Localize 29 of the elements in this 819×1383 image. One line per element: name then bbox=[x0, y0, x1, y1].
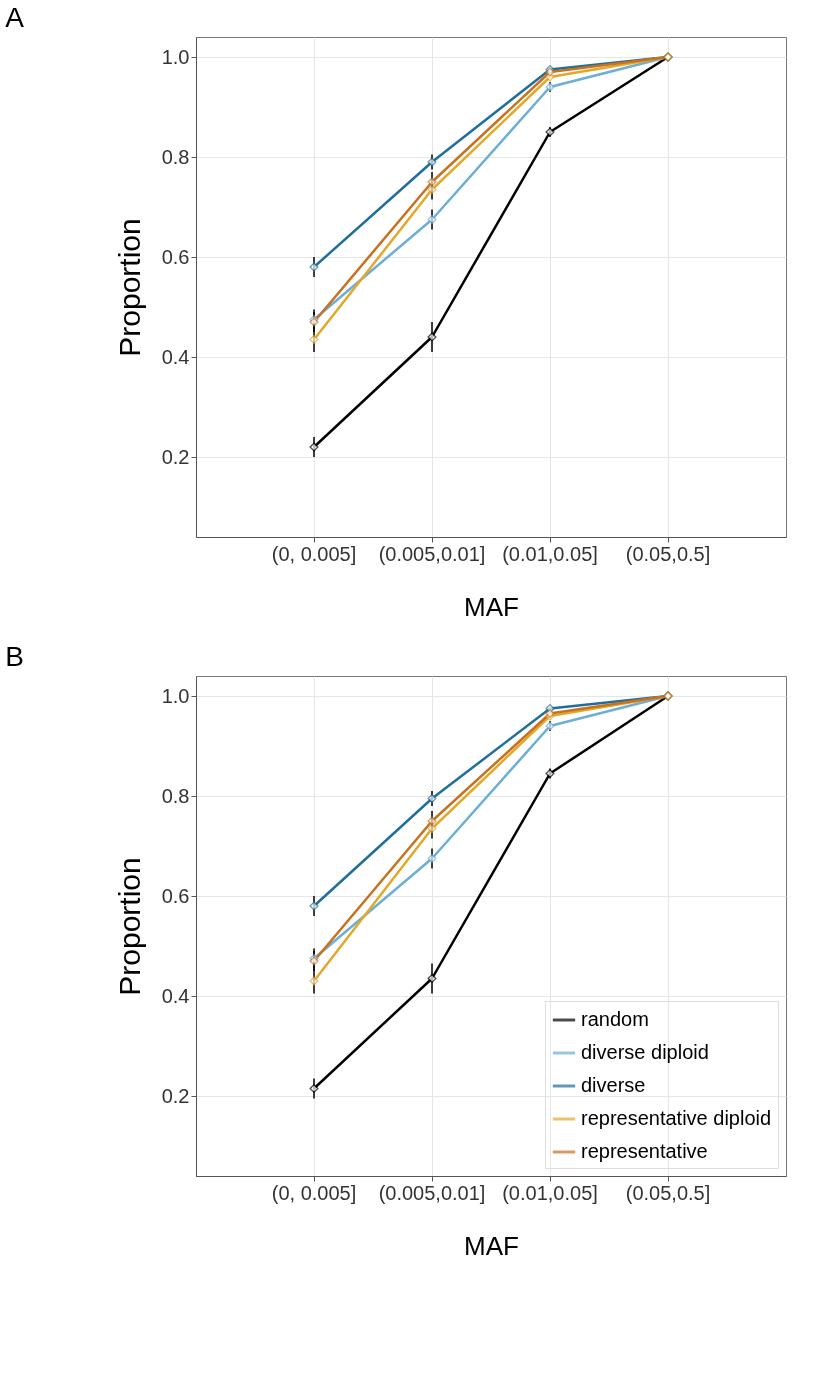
y-tick-label: 0.6 bbox=[161, 884, 190, 907]
x-axis-title: MAF bbox=[464, 1230, 519, 1261]
y-tick-label: 0.8 bbox=[161, 145, 190, 168]
text: B bbox=[5, 641, 24, 672]
y-tick-label: 0.2 bbox=[161, 445, 190, 468]
y-axis-title: Proportion bbox=[112, 857, 146, 996]
legend-label: diverse bbox=[581, 1074, 646, 1096]
y-tick-label: 0.4 bbox=[161, 345, 190, 368]
legend-label: representative bbox=[581, 1140, 708, 1162]
x-tick-label: (0.005,0.01] bbox=[378, 542, 486, 565]
x-tick-label: (0, 0.005] bbox=[271, 542, 357, 565]
y-axis-title: Proportion bbox=[112, 218, 146, 357]
x-tick-label: (0.01,0.05] bbox=[502, 1181, 598, 1204]
text: A bbox=[5, 2, 25, 33]
legend-label: representative diploid bbox=[581, 1107, 772, 1129]
y-tick-label: 1.0 bbox=[161, 45, 190, 68]
y-tick-label: 0.6 bbox=[161, 245, 190, 268]
x-tick-label: (0.005,0.01] bbox=[378, 1181, 486, 1204]
x-axis-title: MAF bbox=[464, 591, 519, 622]
x-tick-label: (0, 0.005] bbox=[271, 1181, 357, 1204]
legend-label: diverse diploid bbox=[581, 1041, 709, 1063]
x-tick-label: (0.01,0.05] bbox=[502, 542, 598, 565]
y-tick-label: 0.8 bbox=[161, 784, 190, 807]
y-tick-label: 0.2 bbox=[161, 1084, 190, 1107]
x-tick-label: (0.05,0.5] bbox=[625, 542, 711, 565]
legend-label: random bbox=[581, 1008, 649, 1030]
x-tick-label: (0.05,0.5] bbox=[625, 1181, 711, 1204]
y-tick-label: 0.4 bbox=[161, 984, 190, 1007]
y-tick-label: 1.0 bbox=[161, 684, 190, 707]
